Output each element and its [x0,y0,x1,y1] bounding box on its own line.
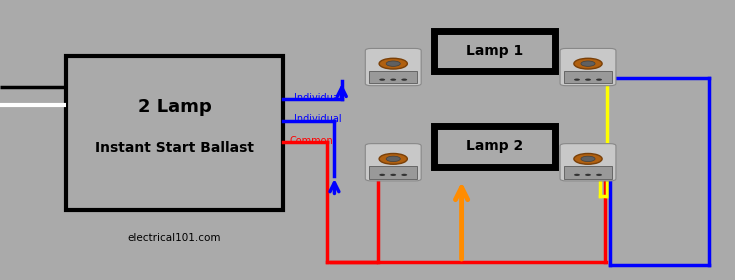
FancyBboxPatch shape [365,144,421,181]
Text: Common: Common [289,136,333,146]
Circle shape [379,174,385,176]
Circle shape [574,174,580,176]
FancyBboxPatch shape [365,48,421,86]
FancyBboxPatch shape [434,126,555,167]
Circle shape [581,61,595,66]
Circle shape [390,79,396,81]
FancyBboxPatch shape [369,71,417,83]
FancyBboxPatch shape [434,31,555,71]
Circle shape [379,79,385,81]
Text: Individual: Individual [294,93,342,103]
Text: electrical101.com: electrical101.com [128,233,221,243]
FancyBboxPatch shape [560,48,616,86]
Text: Individual: Individual [294,114,342,124]
Text: Instant Start Ballast: Instant Start Ballast [95,141,254,155]
FancyBboxPatch shape [564,166,612,179]
Circle shape [379,153,407,164]
Circle shape [596,174,602,176]
Circle shape [574,58,602,69]
FancyBboxPatch shape [66,56,283,210]
Text: 2 Lamp: 2 Lamp [137,98,212,116]
Circle shape [585,79,591,81]
Circle shape [574,79,580,81]
Text: Lamp 2: Lamp 2 [466,139,523,153]
Circle shape [390,174,396,176]
Circle shape [574,153,602,164]
FancyBboxPatch shape [369,166,417,179]
Circle shape [581,156,595,162]
Circle shape [401,174,407,176]
Circle shape [596,79,602,81]
Circle shape [386,61,401,66]
Text: Lamp 1: Lamp 1 [466,44,523,58]
FancyBboxPatch shape [560,144,616,181]
Circle shape [386,156,401,162]
Circle shape [401,79,407,81]
FancyBboxPatch shape [564,71,612,83]
Circle shape [585,174,591,176]
Circle shape [379,58,407,69]
